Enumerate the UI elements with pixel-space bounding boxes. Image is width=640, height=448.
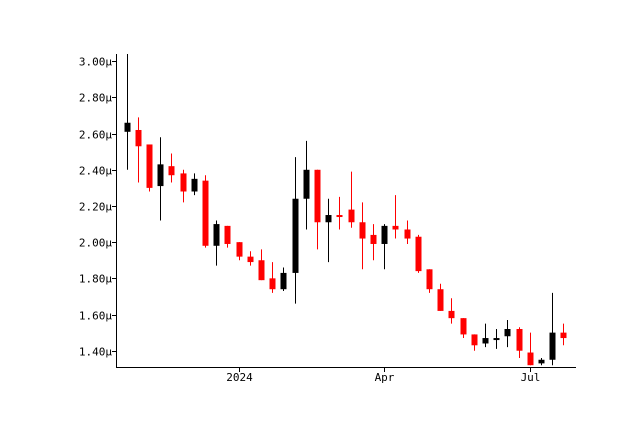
candle-body [437, 289, 444, 311]
candle-body [482, 338, 489, 344]
candle-body [359, 222, 366, 239]
candle-body [191, 178, 198, 192]
candle [236, 242, 243, 261]
candle [280, 267, 287, 292]
candle [202, 175, 209, 248]
candle-body [348, 209, 355, 223]
candle [560, 323, 567, 346]
candle [303, 140, 310, 230]
axes-layer: 1.40µ 1.60µ 1.80µ 2.00µ 2.20µ 2.40µ 2.60µ 2.80µ… [79, 54, 576, 384]
candle-body [504, 329, 511, 337]
candle [191, 173, 198, 196]
candle-body [180, 173, 187, 192]
x-tick-label: Apr [375, 371, 395, 384]
candle-body [493, 338, 500, 341]
candle-body [516, 329, 523, 351]
candle-body [448, 310, 455, 319]
y-tick-label: 1.80µ [79, 273, 112, 286]
candle [370, 224, 377, 261]
y-tick-label: 1.60µ [79, 310, 112, 323]
candle-body [157, 164, 164, 187]
candle-body [146, 144, 153, 188]
x-tick-label: Jul [521, 371, 541, 384]
candle [426, 269, 433, 293]
candle [224, 225, 231, 248]
x-tick-label: 2024 [226, 371, 253, 384]
candle-body [314, 169, 321, 223]
candle-body [292, 198, 299, 273]
y-tick-label: 2.60µ [79, 129, 112, 142]
candle-body [124, 122, 131, 132]
candle [415, 234, 422, 273]
candle [527, 332, 534, 366]
candle [471, 334, 478, 351]
candle [381, 224, 388, 270]
candle-body [426, 269, 433, 290]
candle [538, 357, 545, 366]
candle [460, 318, 467, 339]
candle [325, 198, 332, 263]
candle [247, 251, 254, 266]
candle-body [404, 229, 411, 239]
candle [146, 144, 153, 192]
y-tick-label: 3.00µ [79, 56, 112, 69]
candle-body [325, 215, 332, 223]
candle [549, 292, 556, 366]
candle [504, 319, 511, 348]
candle-body [471, 334, 478, 346]
candle-body [303, 169, 310, 199]
candle [448, 298, 455, 324]
candle-body [381, 225, 388, 244]
candle-body [392, 225, 399, 230]
candle [493, 329, 500, 349]
y-tick-label: 2.00µ [79, 237, 112, 250]
candle [482, 323, 489, 348]
candle [124, 54, 131, 170]
candle [135, 117, 142, 183]
candle-body [269, 278, 276, 290]
y-tick-label: 2.80µ [79, 92, 112, 105]
candle-body [460, 318, 467, 335]
candle-body [280, 272, 287, 290]
candle [314, 169, 321, 250]
candle-body [560, 332, 567, 339]
candle-body [224, 225, 231, 244]
candle-body [336, 215, 343, 218]
candle [269, 262, 276, 293]
candle-body [168, 166, 175, 176]
y-tick-label: 2.20µ [79, 201, 112, 214]
candle [336, 196, 343, 230]
y-tick-label: 2.40µ [79, 165, 112, 178]
candle [168, 153, 175, 183]
candle [292, 157, 299, 304]
candle-body [258, 260, 265, 281]
candle [437, 283, 444, 311]
candle [180, 169, 187, 203]
candle-body [415, 236, 422, 272]
candle [213, 220, 220, 266]
candle [516, 327, 523, 358]
candle [359, 202, 366, 270]
candle [258, 249, 265, 281]
candle-body [538, 359, 545, 364]
candle-body [370, 234, 377, 244]
candle [348, 171, 355, 228]
candle-body [247, 256, 254, 263]
candles-layer [124, 54, 567, 366]
candle-body [236, 242, 243, 257]
candle-body [213, 224, 220, 246]
candle [157, 137, 164, 221]
candle-body [549, 332, 556, 360]
candle-body [527, 352, 534, 366]
candle [392, 195, 399, 239]
candle-body [135, 129, 142, 147]
candle [404, 220, 411, 244]
candle-body [202, 180, 209, 246]
y-tick-label: 1.40µ [79, 346, 112, 359]
